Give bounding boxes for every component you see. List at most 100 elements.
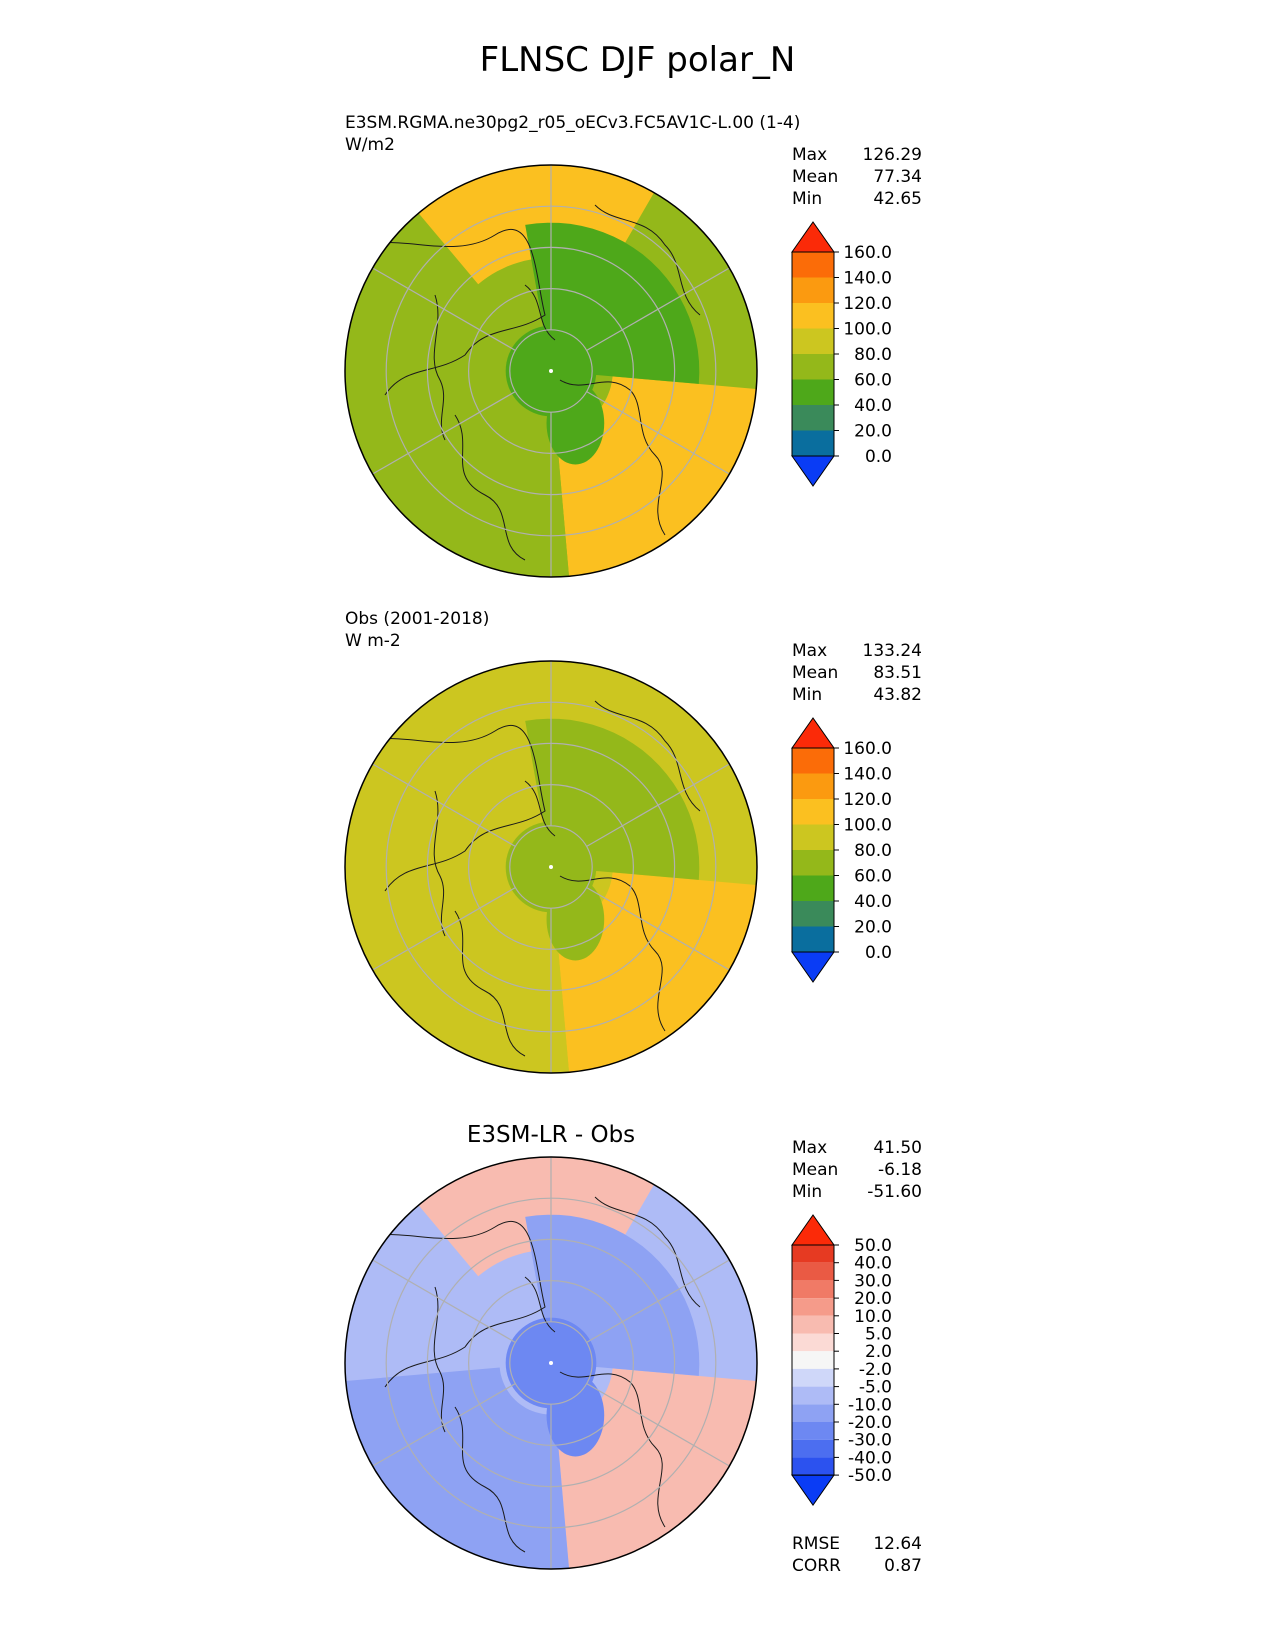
colorbar-cell	[792, 1368, 834, 1387]
colorbar-extend-max	[791, 221, 835, 253]
meridian	[586, 267, 730, 351]
map-boundary	[344, 1156, 758, 1570]
stat-label: Mean	[792, 1160, 839, 1180]
stat-row-max: Max 126.29	[792, 144, 922, 166]
metric-value: 12.64	[873, 1534, 922, 1554]
colorbar-tick-label: 0.0	[865, 447, 892, 467]
colorbar-cell	[792, 1262, 834, 1281]
colorbar-tick-label: 160.0	[843, 243, 892, 263]
coastline	[454, 1406, 526, 1553]
stat-row-mean: Mean 83.51	[792, 662, 922, 684]
colorbar-tick-label: -20.0	[848, 1413, 892, 1433]
colorbar-tick-label: 60.0	[854, 371, 892, 391]
colorbar-diff: 50.040.030.020.010.05.02.0-2.0-5.0-10.0-…	[791, 1214, 892, 1506]
colorbar-extend-min	[791, 951, 835, 983]
stat-value: -51.60	[867, 1182, 922, 1202]
map-boundary	[344, 660, 758, 1074]
stat-label: Min	[792, 189, 823, 209]
stat-row-min: Min 42.65	[792, 188, 922, 210]
stat-row-min: Min -51.60	[792, 1181, 922, 1203]
coastlines	[364, 204, 701, 561]
colorbar-cell	[792, 901, 834, 927]
colorbar-extend-min	[791, 455, 835, 487]
coastline	[524, 780, 556, 837]
coastline	[559, 1371, 666, 1528]
stat-value: 126.29	[862, 145, 922, 165]
metric-row-rmse: RMSE 12.64	[792, 1533, 922, 1555]
colorbar-cell	[792, 850, 834, 876]
colorbar-cell	[792, 799, 834, 825]
colorbar-tick-label: 120.0	[843, 790, 892, 810]
colorbar-cell	[792, 748, 834, 774]
latitude-circle	[509, 1321, 593, 1405]
region-north-america	[345, 1367, 569, 1569]
stat-label: Mean	[792, 663, 839, 683]
stat-label: Max	[792, 641, 828, 661]
colorbar-cell	[792, 1351, 834, 1369]
colorbar-tick-label: 100.0	[843, 816, 892, 836]
colorbar-extend-min	[791, 1474, 835, 1506]
colorbar-tick-label: -2.0	[859, 1360, 892, 1380]
meridian	[372, 1383, 516, 1467]
map-boundary	[344, 164, 758, 578]
colorbar-tick-label: 50.0	[854, 1236, 892, 1256]
meridian	[372, 763, 516, 847]
colorbar-cell	[792, 1404, 834, 1422]
stat-value: 42.65	[873, 189, 922, 209]
colorbar-tick-label: 140.0	[843, 765, 892, 785]
metric-value: 0.87	[884, 1556, 922, 1576]
colorbar-tick-label: 20.0	[854, 1289, 892, 1309]
meridian	[586, 887, 730, 971]
meridian	[372, 1259, 516, 1343]
colorbar-ref: 160.0 140.0 120.0 100.0 80.0 60.0 40.0 20.0 0.0	[791, 717, 892, 983]
coastline	[559, 875, 666, 1032]
colorbar-tick-label: -10.0	[848, 1395, 892, 1415]
panel3-title: E3SM-LR - Obs	[466, 1122, 636, 1148]
colorbar-tick-label: -50.0	[848, 1466, 892, 1486]
stat-value: 43.82	[873, 685, 922, 705]
panel2-units: W m-2	[345, 631, 401, 651]
region-north-america	[345, 871, 569, 1073]
graticule	[372, 1157, 730, 1569]
north-pole	[549, 369, 553, 373]
meridian	[586, 1383, 730, 1467]
colorbar-test: 160.0 140.0 120.0 100.0 80.0 60.0 40.0 20.0 0.0	[791, 221, 892, 487]
colorbar-tick-label: 140.0	[843, 269, 892, 289]
panel3-metrics: RMSE 12.64 CORR 0.87	[792, 1533, 922, 1577]
stat-value: 77.34	[873, 167, 922, 187]
colorbar-tick-label: 40.0	[854, 892, 892, 912]
colorbar-cell	[792, 1457, 834, 1476]
colorbar-tick-label: 0.0	[865, 943, 892, 963]
panel1-label: E3SM.RGMA.ne30pg2_r05_oECv3.FC5AV1C-L.00…	[345, 113, 801, 133]
panel1-units: W/m2	[345, 135, 395, 155]
colorbar-tick-label: -5.0	[859, 1378, 892, 1398]
coastline	[364, 1220, 546, 1388]
colorbar-cell	[792, 1280, 834, 1299]
colorbar-frame	[791, 1244, 835, 1476]
stat-row-max: Max 133.24	[792, 640, 922, 662]
stat-value: 133.24	[862, 641, 922, 661]
colorbar-tick-label: 60.0	[854, 867, 892, 887]
stat-label: Min	[792, 1182, 823, 1202]
colorbar-tick-label: 100.0	[843, 320, 892, 340]
figure-title: FLNSC DJF polar_N	[479, 40, 796, 80]
colorbar-tick-label: 20.0	[854, 422, 892, 442]
colorbar-cell	[792, 379, 834, 405]
meridian	[586, 391, 730, 475]
panel1-stats: Max 126.29 Mean 77.34 Min 42.65	[792, 144, 922, 210]
graticule	[372, 165, 730, 577]
panel2-stats: Max 133.24 Mean 83.51 Min 43.82	[792, 640, 922, 706]
colorbar-cell	[792, 430, 834, 456]
stat-row-mean: Mean -6.18	[792, 1159, 922, 1181]
stat-value: 41.50	[873, 1138, 922, 1158]
colorbar-tick-label: 40.0	[854, 396, 892, 416]
region-north-america	[345, 375, 569, 577]
metric-label: CORR	[792, 1556, 841, 1576]
colorbar-tick-label: -40.0	[848, 1448, 892, 1468]
colorbar-cell	[792, 1422, 834, 1440]
colorbar-extend-max	[791, 717, 835, 749]
polar-map-ref	[344, 660, 758, 1074]
colorbar-cell	[792, 1439, 834, 1458]
colorbar-tick-label: 160.0	[843, 739, 892, 759]
colorbar-tick-label: 2.0	[865, 1342, 892, 1362]
